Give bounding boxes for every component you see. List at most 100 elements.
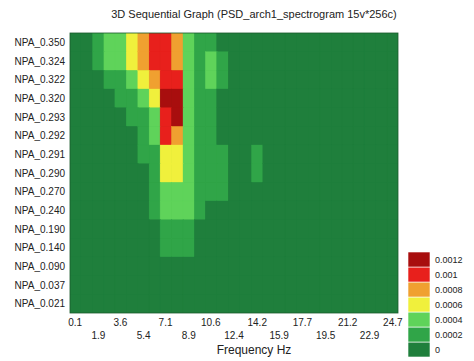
y-tick-label: NPA_0.293 bbox=[15, 112, 66, 123]
cell bbox=[92, 164, 104, 183]
cell bbox=[331, 126, 342, 145]
cell bbox=[160, 238, 172, 257]
cell bbox=[115, 201, 127, 220]
cell bbox=[171, 89, 183, 108]
cell bbox=[342, 182, 353, 201]
cell bbox=[138, 294, 150, 313]
cell bbox=[149, 276, 160, 295]
cell bbox=[353, 294, 364, 313]
cell bbox=[263, 52, 274, 71]
cell bbox=[274, 108, 286, 127]
cell bbox=[364, 238, 376, 257]
cell bbox=[240, 201, 252, 220]
cell bbox=[308, 164, 320, 183]
cell bbox=[240, 145, 252, 164]
cell bbox=[228, 238, 240, 257]
cell bbox=[297, 145, 309, 164]
cell bbox=[194, 201, 205, 220]
cell bbox=[138, 182, 150, 201]
cell bbox=[320, 238, 332, 257]
cell bbox=[149, 108, 160, 127]
cell bbox=[138, 220, 150, 239]
cell bbox=[274, 126, 286, 145]
cell bbox=[171, 145, 183, 164]
cell bbox=[251, 276, 263, 295]
cell bbox=[387, 52, 398, 71]
cell bbox=[171, 220, 183, 239]
cell bbox=[274, 182, 286, 201]
y-tick-label: NPA_0.190 bbox=[15, 224, 66, 235]
x-tick-label: 15.9 bbox=[269, 330, 289, 341]
cell bbox=[263, 182, 274, 201]
cell bbox=[92, 126, 104, 145]
cell bbox=[375, 89, 387, 108]
cell bbox=[81, 294, 93, 313]
cell bbox=[331, 52, 342, 71]
cell bbox=[320, 257, 332, 276]
cell bbox=[331, 145, 342, 164]
cell bbox=[70, 276, 81, 295]
cell bbox=[331, 220, 342, 239]
cell bbox=[217, 294, 229, 313]
plot-frame bbox=[70, 33, 398, 313]
cell bbox=[364, 294, 376, 313]
cell bbox=[183, 257, 195, 276]
cell bbox=[353, 33, 364, 52]
cell bbox=[160, 126, 172, 145]
cell bbox=[194, 294, 205, 313]
cell bbox=[251, 294, 263, 313]
cell bbox=[183, 182, 195, 201]
cell bbox=[263, 294, 274, 313]
cell bbox=[387, 145, 398, 164]
cell bbox=[171, 182, 183, 201]
cell bbox=[251, 52, 263, 71]
cell bbox=[126, 164, 138, 183]
cell bbox=[160, 108, 172, 127]
cell bbox=[274, 70, 286, 89]
cell bbox=[375, 182, 387, 201]
x-tick-label: 10.6 bbox=[201, 317, 221, 328]
cell bbox=[320, 145, 332, 164]
y-tick-label: NPA_0.090 bbox=[15, 261, 66, 272]
cell bbox=[115, 257, 127, 276]
chart: 3D Sequential Graph (PSD_arch1_spectrogr… bbox=[0, 0, 474, 361]
cell bbox=[228, 52, 240, 71]
cell bbox=[160, 89, 172, 108]
cell bbox=[126, 257, 138, 276]
cell bbox=[353, 276, 364, 295]
cell bbox=[70, 257, 81, 276]
cell bbox=[228, 220, 240, 239]
cell bbox=[205, 257, 217, 276]
cell bbox=[320, 52, 332, 71]
cell bbox=[205, 201, 217, 220]
cell bbox=[297, 182, 309, 201]
y-tick-label: NPA_0.270 bbox=[15, 186, 66, 197]
cell bbox=[353, 257, 364, 276]
cell bbox=[194, 164, 205, 183]
cell bbox=[104, 238, 115, 257]
cell bbox=[251, 238, 263, 257]
cell bbox=[297, 70, 309, 89]
colorbar-swatch bbox=[408, 312, 430, 327]
cell bbox=[387, 238, 398, 257]
cell bbox=[364, 276, 376, 295]
cell bbox=[285, 294, 297, 313]
y-tick-label: NPA_0.021 bbox=[15, 298, 66, 309]
cell bbox=[92, 276, 104, 295]
cell bbox=[217, 257, 229, 276]
cell bbox=[387, 164, 398, 183]
cell bbox=[353, 108, 364, 127]
cell bbox=[126, 201, 138, 220]
cell bbox=[194, 182, 205, 201]
x-tick-label: 0.1 bbox=[68, 317, 82, 328]
cell bbox=[183, 126, 195, 145]
cell bbox=[183, 294, 195, 313]
cell bbox=[138, 108, 150, 127]
cell bbox=[342, 70, 353, 89]
cell bbox=[353, 70, 364, 89]
cell bbox=[251, 126, 263, 145]
cell bbox=[171, 33, 183, 52]
cell bbox=[387, 257, 398, 276]
cell bbox=[331, 33, 342, 52]
cell bbox=[81, 201, 93, 220]
